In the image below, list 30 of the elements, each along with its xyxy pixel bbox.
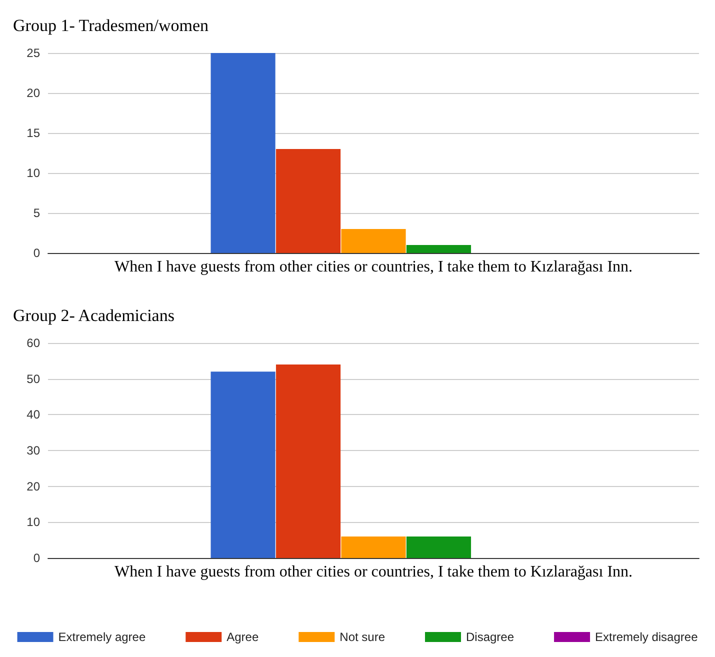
y-tick-label: 20: [26, 86, 40, 100]
legend-label: Not sure: [340, 630, 386, 644]
y-tick-label: 20: [26, 479, 40, 494]
bar: [276, 364, 341, 558]
y-tick-label: 25: [26, 46, 40, 60]
x-tick-label: When I have guests from other cities or countries, I take them to Kızlarağası Inn.: [114, 258, 633, 276]
bar: [406, 245, 472, 253]
y-tick-label: 10: [26, 515, 40, 530]
x-tick-label: When I have guests from other cities or countries, I take them to Kızlarağası Inn.: [114, 564, 633, 580]
bar: [341, 536, 406, 558]
y-tick-label: 40: [26, 408, 40, 422]
legend-label: Disagree: [466, 630, 514, 644]
y-tick-label: 0: [33, 246, 40, 260]
chart-title: Group 1- Tradesmen/women: [13, 16, 209, 35]
y-tick-label: 15: [26, 126, 40, 140]
bar: [210, 372, 276, 558]
bar: [341, 229, 406, 253]
y-tick-label: 60: [26, 336, 40, 350]
bar: [406, 536, 472, 558]
legend-label: Agree: [226, 630, 259, 644]
y-tick-label: 5: [33, 206, 40, 220]
bar: [210, 53, 276, 253]
bar: [276, 149, 341, 253]
y-tick-label: 0: [33, 551, 40, 565]
y-tick-label: 30: [26, 444, 40, 458]
legend-label: Extremely agree: [58, 630, 146, 644]
y-tick-label: 10: [26, 166, 40, 180]
chart-title: Group 2- Academicians: [13, 306, 174, 325]
legend-label: Extremely disagree: [595, 630, 698, 644]
y-tick-label: 50: [26, 372, 40, 386]
